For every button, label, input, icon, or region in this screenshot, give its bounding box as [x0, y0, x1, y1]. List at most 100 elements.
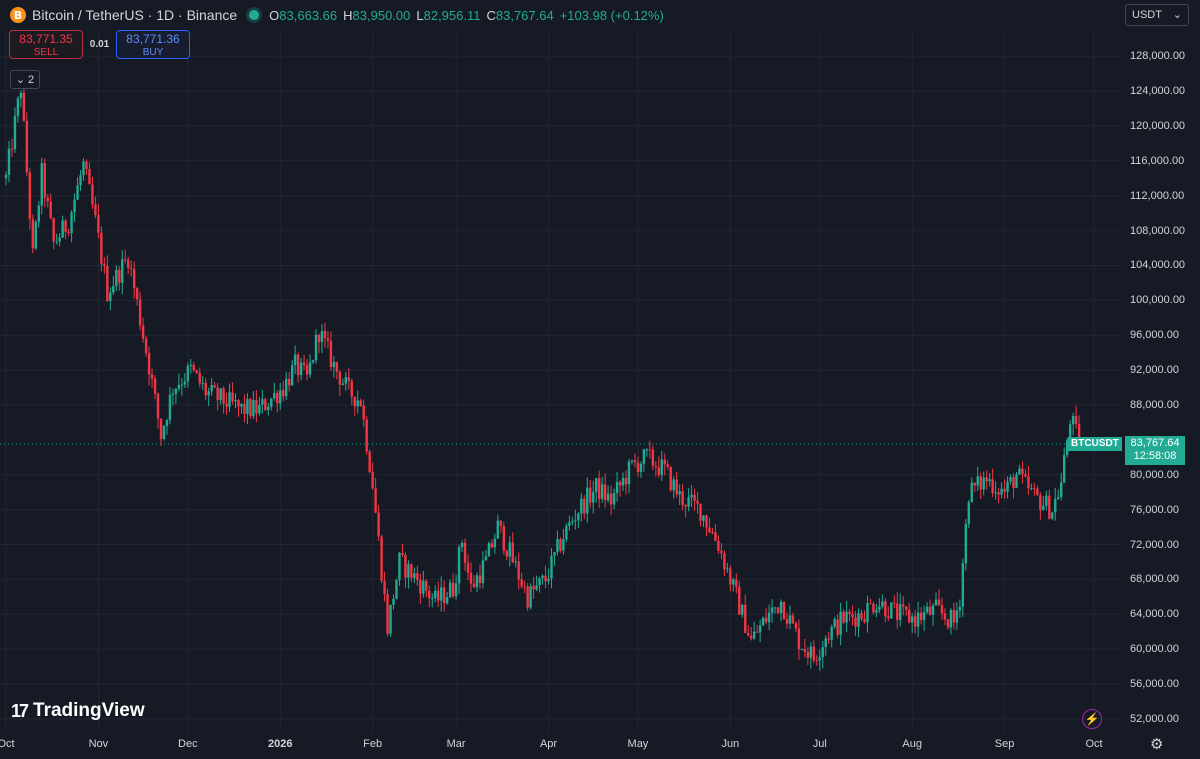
candle-down	[225, 403, 228, 407]
quantity-value[interactable]: 0.01	[89, 39, 110, 50]
candle-up	[580, 498, 583, 514]
candle-up	[1000, 488, 1003, 495]
candle-down	[884, 601, 887, 617]
sell-button[interactable]: 83,771.35 SELL	[9, 30, 83, 59]
flash-icon[interactable]: ⚡	[1082, 709, 1102, 729]
candle-down	[64, 220, 67, 232]
candle-up	[639, 463, 643, 472]
currency-select[interactable]: USDT ⌄	[1125, 4, 1189, 26]
indicators-toggle[interactable]: ⌄ 2	[10, 70, 40, 89]
candle-down	[141, 325, 145, 339]
sell-label: SELL	[33, 47, 59, 58]
candle-down	[287, 378, 291, 386]
candle-down	[669, 466, 672, 491]
candle-down	[520, 579, 523, 587]
candle-up	[1068, 424, 1072, 441]
candle-down	[919, 612, 923, 621]
candle-down	[597, 478, 601, 499]
candle-down	[1048, 495, 1051, 519]
candle-down	[138, 299, 142, 326]
tradingview-logo[interactable]: 17 TradingView	[11, 700, 145, 722]
candle-up	[7, 148, 11, 175]
candle-down	[31, 219, 35, 249]
candle-up	[258, 404, 261, 414]
candle-up	[189, 364, 193, 366]
candle-down	[735, 579, 738, 587]
candle-down	[490, 543, 494, 548]
candle-up	[4, 174, 8, 179]
candle-up	[40, 163, 43, 206]
candle-down	[463, 542, 467, 563]
candle-down	[350, 380, 353, 397]
candle-up	[341, 383, 345, 385]
candle-down	[723, 553, 726, 570]
price-tick: 108,000.00	[1130, 224, 1186, 237]
candle-down	[10, 148, 14, 150]
candle-down	[699, 503, 702, 521]
candle-down	[52, 218, 55, 242]
candle-down	[791, 615, 795, 624]
candle-up	[538, 578, 541, 586]
candle-down	[1024, 474, 1027, 477]
price-tick: 96,000.00	[1130, 329, 1179, 342]
gear-icon[interactable]: ⚙	[1150, 736, 1164, 753]
candle-down	[410, 564, 413, 579]
candle-up	[445, 597, 449, 604]
candle-down	[124, 259, 127, 261]
candle-up	[916, 612, 920, 627]
candle-up	[460, 542, 464, 548]
buy-button[interactable]: 83,771.36 BUY	[116, 30, 190, 59]
market-status-icon[interactable]	[249, 10, 260, 20]
candle-up	[600, 484, 604, 499]
candle-down	[362, 405, 365, 420]
ohlc-close: C83,767.64	[486, 7, 554, 23]
sell-price: 83,771.35	[19, 32, 73, 46]
candle-down	[618, 482, 622, 486]
candle-up	[398, 552, 401, 580]
candle-down	[872, 603, 875, 613]
price-tick: 124,000.00	[1130, 85, 1186, 98]
candle-up	[1060, 482, 1063, 498]
candle-up	[457, 547, 461, 584]
time-tick: Jul	[812, 738, 827, 750]
candle-up	[210, 385, 213, 392]
candle-up	[550, 555, 553, 579]
symbol-title[interactable]: Bitcoin / TetherUS · 1D · Binance	[32, 7, 238, 23]
candle-up	[308, 362, 312, 375]
candle-down	[428, 590, 431, 599]
buy-label: BUY	[142, 47, 164, 58]
candle-up	[279, 390, 282, 404]
candle-up	[314, 334, 318, 361]
candle-down	[386, 594, 389, 634]
candle-down	[675, 479, 678, 495]
candle-down	[738, 586, 741, 615]
candle-down	[49, 201, 52, 219]
candle-down	[907, 609, 911, 623]
candle-down	[764, 617, 768, 623]
candle-up	[612, 493, 616, 505]
candle-down	[106, 265, 109, 301]
candle-down	[437, 590, 440, 601]
candle-up	[186, 365, 190, 382]
candle-down	[803, 649, 807, 653]
candle-down	[979, 476, 982, 490]
candle-down	[296, 354, 300, 376]
candle-down	[559, 539, 562, 551]
candle-up	[741, 604, 744, 615]
price-tick: 76,000.00	[1130, 503, 1179, 516]
candle-down	[28, 172, 32, 220]
candle-up	[320, 330, 324, 343]
candle-up	[180, 384, 184, 386]
candle-up	[627, 461, 631, 485]
candle-down	[204, 383, 207, 396]
candle-down	[144, 338, 148, 353]
candle-up	[475, 575, 479, 588]
candle-down	[383, 580, 386, 595]
candle-up	[964, 524, 968, 564]
candle-up	[183, 381, 187, 385]
candle-up	[1015, 474, 1018, 488]
candle-down	[782, 601, 786, 620]
candle-up	[931, 605, 935, 615]
candle-up	[577, 513, 580, 521]
